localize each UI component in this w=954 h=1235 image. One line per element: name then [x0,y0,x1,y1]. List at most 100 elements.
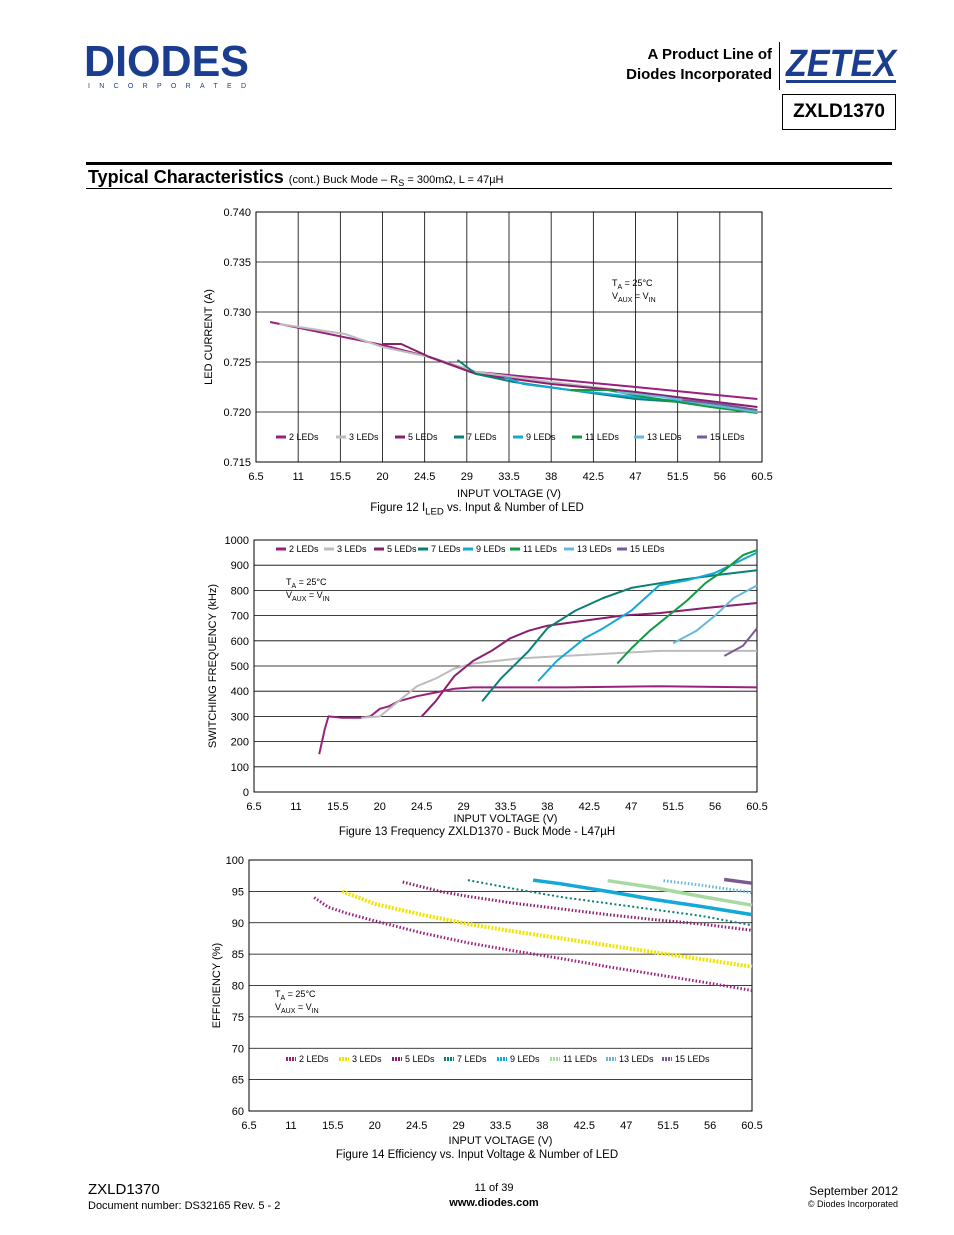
y-tick-label: 0.715 [223,457,251,469]
annotation-t-sub: A [281,995,286,1002]
series-line-9-leds [537,551,758,682]
x-tick-label: 47 [620,1120,632,1132]
x-tick-label: 20 [376,471,388,483]
annotation-temp-value: = 25°C [622,278,653,288]
y-tick-label: 700 [231,611,249,623]
legend-label: 3 LEDs [337,544,367,554]
section-rule-bottom [86,188,892,189]
legend-label: 2 LEDs [289,544,319,554]
x-tick-label: 51.5 [657,1120,678,1132]
series-line-15-leds [682,399,758,411]
y-axis-label: EFFICIENCY (%) [211,943,223,1028]
footer-copyright: © Diodes Incorporated [807,1199,898,1209]
annotation-vaux: VAUX = VIN [612,291,656,304]
legend-label: 7 LEDs [467,432,497,442]
annotation-t: T [275,989,281,999]
x-tick-label: 15.5 [322,1120,343,1132]
x-tick-label: 56 [709,801,721,813]
x-tick-label: 24.5 [406,1120,427,1132]
figure-12-caption: Figure 12 ILED vs. Input & Number of LED [0,502,954,517]
y-tick-label: 85 [232,949,244,961]
zetex-logo: ZETEX [785,43,898,85]
annotation-t: T [286,577,292,587]
legend-label: 9 LEDs [526,432,556,442]
y-tick-label: 300 [231,711,249,723]
legend-label: 7 LEDs [457,1054,487,1064]
legend-label: 9 LEDs [476,544,506,554]
x-tick-label: 6.5 [246,801,261,813]
chart-1: 0.715 0.720 0.725 0.730 0.735 0.740 6.5 11 15.5 2… [203,207,773,500]
annotation-vaux: VAUX = VIN [286,590,330,603]
x-tick-label: 29 [461,471,473,483]
y-tick-label: 0.730 [223,307,251,319]
x-tick-label: 47 [629,471,641,483]
x-tick-label: 38 [536,1120,548,1132]
annotation-eq-v: = V [306,590,322,600]
y-tick-label: 1000 [225,535,249,547]
annotation-temp: TA = 25°C [612,278,653,291]
y-tick-label: 90 [232,918,244,930]
y-tick-label: 70 [232,1043,244,1055]
figure-13-caption: Figure 13 Frequency ZXLD1370 - Buck Mode… [338,826,616,838]
legend-label: 13 LEDs [619,1054,654,1064]
annotation-v: V [612,291,618,301]
section-title-text: Typical Characteristics [88,167,284,187]
annotation-temp: TA = 25°C [286,577,327,590]
x-axis-label: INPUT VOLTAGE (V) [454,813,558,825]
y-tick-label: 800 [231,585,249,597]
x-tick-label: 20 [374,801,386,813]
series-line-15-leds [723,627,758,657]
annotation-aux-sub: AUX [292,596,307,603]
legend-label: 15 LEDs [630,544,665,554]
y-tick-label: 0.735 [223,257,251,269]
legend-label: 13 LEDs [577,544,612,554]
annotation-temp: TA = 25°C [275,989,316,1002]
legend-label: 5 LEDs [387,544,417,554]
annotation-temp-value: = 25°C [296,577,327,587]
legend-label: 2 LEDs [289,432,319,442]
footer-url[interactable]: www.diodes.com [449,1197,539,1209]
footer-document-number: Document number: DS32165 Rev. 5 - 2 [88,1200,281,1212]
legend-label: 9 LEDs [510,1054,540,1064]
part-number-box: ZXLD1370 [782,94,896,130]
annotation-in-sub: IN [323,596,330,603]
legend-label: 3 LEDs [349,432,379,442]
annotation-t-sub: A [292,583,297,590]
legend-label: 5 LEDs [408,432,438,442]
legend-label: 13 LEDs [647,432,682,442]
annotation-eq-v: = V [632,291,648,301]
y-tick-label: 500 [231,661,249,673]
x-tick-label: 11 [290,801,301,813]
legend-label: 15 LEDs [710,432,745,442]
footer-date: September 2012 [809,1184,898,1198]
series-line-9-leds [503,376,758,411]
y-tick-label: 0.725 [223,357,251,369]
series-line-2-leds [313,896,753,992]
legend-label: 11 LEDs [523,544,557,554]
annotation-t: T [612,278,618,288]
x-tick-label: 60.5 [746,801,767,813]
series-line-11-leds [569,389,758,414]
series-line-5-leds [420,602,758,718]
series-line-3-leds [341,889,753,969]
y-tick-label: 80 [232,981,244,993]
series-line-7-leds [467,879,753,927]
x-tick-label: 15.5 [330,471,351,483]
annotation-temp-value: = 25°C [285,989,316,999]
x-tick-label: 6.5 [241,1120,256,1132]
x-axis-label: INPUT VOLTAGE (V) [457,488,561,500]
annotation-eq-v: = V [295,1002,311,1012]
x-tick-label: 33.5 [490,1120,511,1132]
footer-part-number: ZXLD1370 [88,1181,160,1198]
fig12-caption-post: vs. Input & Number of LED [443,502,584,514]
x-tick-label: 42.5 [583,471,604,483]
svg-text:DIODES: DIODES [84,40,249,86]
x-tick-label: 29 [452,1120,464,1132]
annotation-aux-sub: AUX [618,297,633,304]
legend-label: 2 LEDs [299,1054,329,1064]
x-tick-label: 20 [369,1120,381,1132]
annotation-v: V [275,1002,281,1012]
section-subtitle: (cont.) Buck Mode – RS = 300mΩ, L = 47µH [289,174,504,188]
series-line-13-leds [672,584,758,645]
